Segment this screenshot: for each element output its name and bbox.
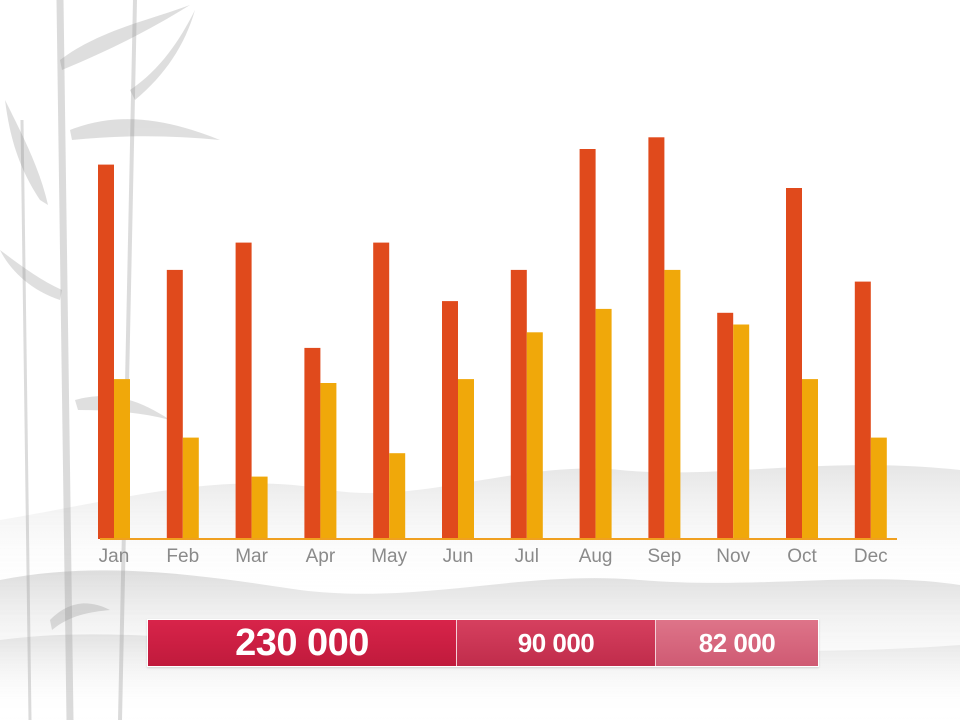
- bar-jun-series-2: [458, 379, 474, 539]
- bamboo: [20, 0, 137, 720]
- bar-feb-series-1: [166, 269, 183, 539]
- x-tick-label: Jan: [99, 546, 130, 567]
- bar-sep-series-1: [648, 137, 665, 540]
- bar-apr-series-2: [320, 383, 337, 539]
- bar-dec-series-1: [854, 281, 871, 539]
- bar-mar-series-2: [251, 476, 268, 539]
- x-tick-label: Sep: [647, 546, 681, 567]
- x-tick-label: Aug: [579, 546, 613, 567]
- x-tick-labels: Jan Feb Mar Apr May Jun Jul Aug Sep Nov Oct Dec: [99, 546, 888, 567]
- bar-jul-series-2: [526, 332, 543, 539]
- bar-apr-series-1: [304, 347, 321, 539]
- total-box-tertiary: 82 000: [656, 620, 818, 666]
- bar-oct-series-1: [786, 188, 802, 539]
- bar-dec-series-2: [870, 437, 887, 539]
- x-tick-label: Dec: [854, 546, 888, 567]
- x-tick-label: Oct: [787, 546, 817, 567]
- x-tick-label: Jun: [443, 546, 474, 567]
- x-tick-label: Feb: [166, 546, 199, 567]
- totals-bar: 230 000 90 000 82 000: [147, 619, 819, 667]
- bar-may-series-1: [373, 242, 390, 539]
- x-tick-label: Apr: [306, 546, 336, 567]
- bar-aug-series-2: [595, 308, 612, 539]
- bar-jun-series-1: [442, 301, 458, 539]
- total-box-primary: 230 000: [148, 620, 457, 666]
- x-tick-label: May: [371, 546, 407, 567]
- bar-nov-series-1: [717, 312, 734, 539]
- bar-sep-series-2: [664, 269, 681, 539]
- bar-mar-series-1: [235, 242, 252, 539]
- bar-jul-series-1: [510, 269, 527, 539]
- bar-jan-series-1: [98, 164, 114, 539]
- bar-nov-series-2: [733, 324, 750, 539]
- x-tick-label: Mar: [235, 546, 268, 567]
- bar-jan-series-2: [114, 379, 130, 539]
- bar-may-series-2: [389, 453, 406, 539]
- total-box-secondary: 90 000: [457, 620, 656, 666]
- bars-group: [98, 137, 887, 540]
- bar-oct-series-2: [802, 379, 818, 539]
- bar-feb-series-2: [182, 437, 199, 539]
- x-tick-label: Jul: [515, 546, 539, 567]
- bar-aug-series-1: [579, 149, 596, 539]
- x-tick-label: Nov: [716, 546, 750, 567]
